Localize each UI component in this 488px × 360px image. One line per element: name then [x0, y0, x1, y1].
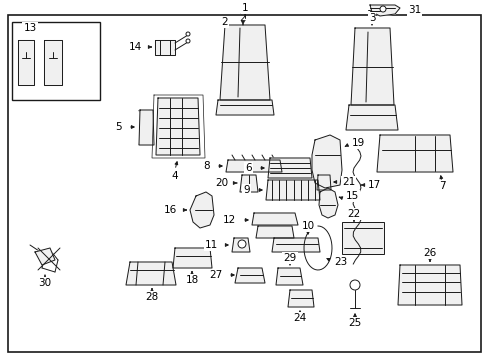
Polygon shape: [265, 180, 319, 200]
Circle shape: [238, 240, 245, 248]
Polygon shape: [231, 238, 249, 252]
Text: 10: 10: [301, 221, 314, 231]
Polygon shape: [173, 248, 212, 268]
Circle shape: [185, 32, 190, 36]
Text: 6: 6: [245, 163, 251, 173]
Bar: [12, 22, 100, 100]
Text: 9: 9: [243, 185, 249, 195]
Text: 27: 27: [208, 270, 222, 280]
Polygon shape: [318, 188, 337, 218]
Polygon shape: [267, 158, 311, 178]
Polygon shape: [251, 213, 297, 225]
Text: 16: 16: [163, 205, 177, 215]
Text: 1: 1: [241, 3, 248, 13]
Polygon shape: [271, 238, 319, 252]
Text: 7: 7: [438, 181, 445, 191]
Text: 17: 17: [367, 180, 381, 190]
Polygon shape: [220, 25, 269, 100]
Text: 6: 6: [245, 163, 251, 173]
Text: 12: 12: [223, 215, 236, 225]
Polygon shape: [240, 175, 258, 192]
Text: 21: 21: [341, 177, 354, 187]
Text: 26: 26: [423, 248, 436, 258]
Polygon shape: [225, 160, 282, 172]
Text: 30: 30: [39, 278, 51, 288]
Text: 24: 24: [293, 313, 306, 323]
Text: 15: 15: [346, 191, 359, 201]
Text: 18: 18: [185, 275, 198, 285]
Text: 9: 9: [243, 185, 249, 195]
Polygon shape: [44, 40, 62, 85]
Circle shape: [185, 39, 190, 43]
Text: 4: 4: [171, 171, 178, 181]
Text: 28: 28: [145, 292, 158, 302]
Polygon shape: [350, 28, 393, 105]
Text: 8: 8: [203, 161, 209, 171]
Polygon shape: [346, 105, 397, 130]
Text: 8: 8: [203, 161, 209, 171]
Text: 20: 20: [214, 178, 227, 188]
Text: 22: 22: [346, 209, 360, 219]
Text: 29: 29: [283, 253, 296, 263]
Text: 7: 7: [438, 181, 445, 191]
Text: 22: 22: [346, 209, 360, 219]
Text: 26: 26: [423, 248, 436, 258]
Polygon shape: [139, 110, 154, 145]
Text: 5: 5: [115, 122, 122, 132]
Polygon shape: [35, 248, 55, 265]
Polygon shape: [376, 135, 452, 172]
Bar: [341, 222, 383, 254]
Text: 2: 2: [239, 13, 246, 23]
Polygon shape: [155, 40, 175, 55]
Text: 2: 2: [221, 17, 228, 27]
Text: 28: 28: [145, 292, 158, 302]
Text: 11: 11: [204, 240, 218, 250]
Polygon shape: [287, 290, 313, 307]
Polygon shape: [216, 100, 273, 115]
Text: 30: 30: [39, 278, 51, 288]
Text: 13: 13: [23, 23, 37, 33]
Polygon shape: [397, 265, 461, 305]
Text: 20: 20: [214, 178, 227, 188]
Text: 13: 13: [23, 23, 37, 33]
Text: 18: 18: [185, 275, 198, 285]
Polygon shape: [18, 40, 34, 85]
Text: 3: 3: [368, 13, 375, 23]
Text: 19: 19: [351, 138, 365, 148]
Text: 3: 3: [368, 13, 375, 23]
Polygon shape: [256, 226, 293, 238]
Text: 12: 12: [223, 215, 236, 225]
Text: 1: 1: [241, 3, 248, 13]
Text: 14: 14: [128, 42, 142, 52]
Text: 14: 14: [128, 42, 142, 52]
Text: 4: 4: [171, 171, 178, 181]
Text: 29: 29: [283, 253, 296, 263]
Text: 23: 23: [333, 257, 346, 267]
Polygon shape: [156, 98, 200, 155]
Polygon shape: [126, 262, 176, 285]
Text: 15: 15: [346, 191, 359, 201]
Polygon shape: [190, 192, 214, 228]
Text: 24: 24: [293, 313, 306, 323]
Text: 25: 25: [347, 318, 361, 328]
Text: 31: 31: [407, 5, 420, 15]
Polygon shape: [316, 175, 330, 190]
Polygon shape: [311, 135, 341, 188]
Circle shape: [379, 6, 385, 12]
Polygon shape: [369, 5, 399, 16]
Text: 10: 10: [301, 221, 314, 231]
Text: 19: 19: [351, 138, 365, 148]
Text: 25: 25: [347, 318, 361, 328]
Circle shape: [349, 280, 359, 290]
Text: 5: 5: [115, 122, 122, 132]
Text: 23: 23: [333, 257, 346, 267]
Text: 31: 31: [407, 5, 420, 15]
Polygon shape: [275, 268, 303, 285]
Text: 27: 27: [208, 270, 222, 280]
Text: 17: 17: [367, 180, 381, 190]
Text: 21: 21: [341, 177, 354, 187]
Text: 16: 16: [163, 205, 177, 215]
Polygon shape: [235, 268, 264, 283]
Text: 11: 11: [204, 240, 218, 250]
